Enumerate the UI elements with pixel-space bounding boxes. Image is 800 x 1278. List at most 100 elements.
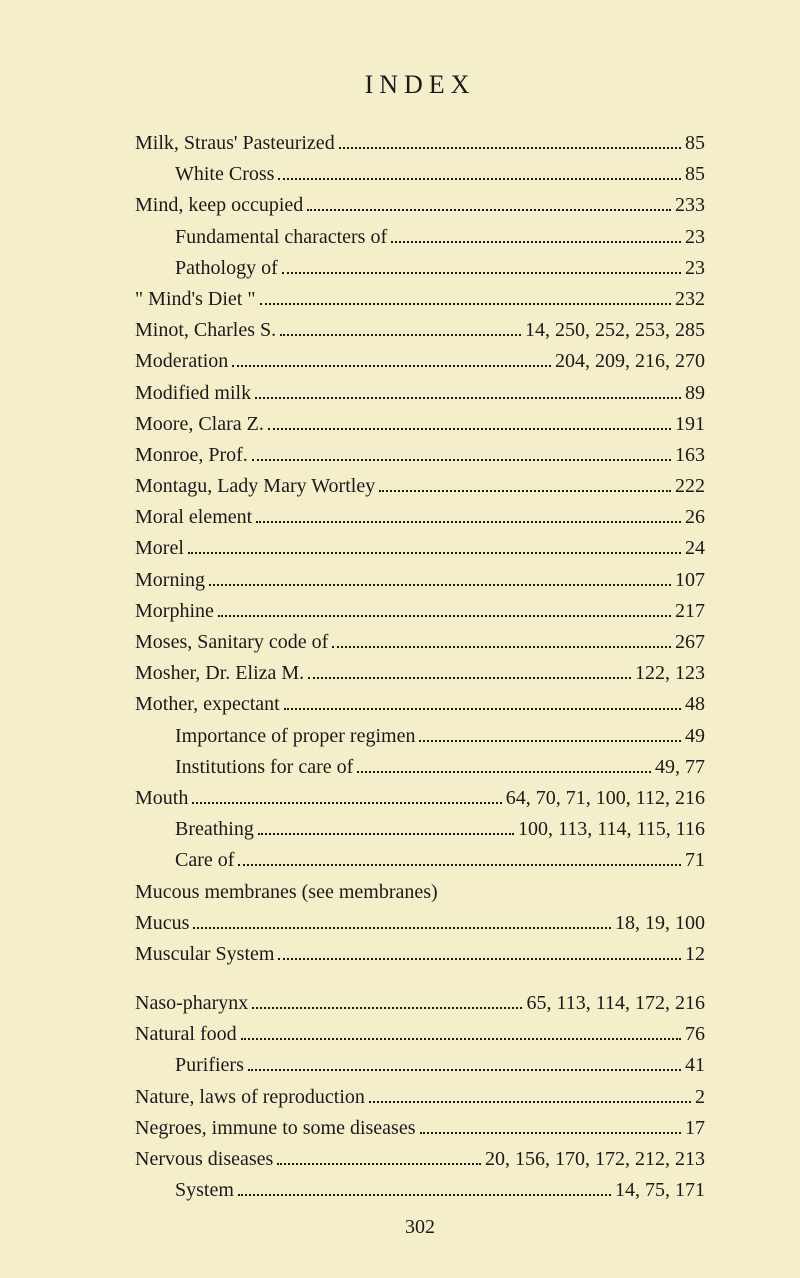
leader-dots bbox=[232, 349, 551, 367]
index-entry: Mouth 64, 70, 71, 100, 112, 216 bbox=[135, 783, 705, 814]
entry-label: Negroes, immune to some diseases bbox=[135, 1113, 416, 1144]
index-title: INDEX bbox=[135, 70, 705, 100]
leader-dots bbox=[278, 942, 681, 960]
entry-pages: 24 bbox=[685, 533, 705, 564]
entry-label: Minot, Charles S. bbox=[135, 315, 276, 346]
leader-dots bbox=[258, 817, 514, 835]
entry-pages: 64, 70, 71, 100, 112, 216 bbox=[506, 783, 705, 814]
leader-dots bbox=[284, 692, 681, 710]
leader-dots bbox=[379, 474, 671, 492]
entry-pages: 49, 77 bbox=[655, 752, 705, 783]
index-entry: Modified milk89 bbox=[135, 378, 705, 409]
entry-pages: 12 bbox=[685, 939, 705, 970]
leader-dots bbox=[193, 911, 611, 929]
entry-pages: 163 bbox=[675, 440, 705, 471]
entry-label: Fundamental characters of bbox=[175, 222, 387, 253]
leader-dots bbox=[369, 1085, 691, 1103]
index-entry: Moses, Sanitary code of267 bbox=[135, 627, 705, 658]
leader-dots bbox=[391, 225, 681, 243]
entry-pages: 191 bbox=[675, 409, 705, 440]
entry-label: Morel bbox=[135, 533, 184, 564]
entry-label: Pathology of bbox=[175, 253, 278, 284]
entry-label: Morning bbox=[135, 565, 205, 596]
index-entry: " Mind's Diet "232 bbox=[135, 284, 705, 315]
leader-dots bbox=[339, 131, 681, 149]
entry-pages: 222 bbox=[675, 471, 705, 502]
entry-label: Mosher, Dr. Eliza M. bbox=[135, 658, 304, 689]
entry-label: Naso-pharynx bbox=[135, 988, 248, 1019]
index-entry: Mosher, Dr. Eliza M. 122, 123 bbox=[135, 658, 705, 689]
entry-pages: 85 bbox=[685, 128, 705, 159]
leader-dots bbox=[278, 162, 681, 180]
entry-pages: 2 bbox=[695, 1082, 705, 1113]
leader-dots bbox=[308, 661, 631, 679]
entry-pages: 48 bbox=[685, 689, 705, 720]
entry-pages: 26 bbox=[685, 502, 705, 533]
index-entries: Milk, Straus' Pasteurized85White Cross85… bbox=[135, 128, 705, 1206]
entry-pages: 14, 75, 171 bbox=[615, 1175, 705, 1206]
entry-label: Importance of proper regimen bbox=[175, 721, 415, 752]
index-entry: Monroe, Prof. 163 bbox=[135, 440, 705, 471]
index-entry: Fundamental characters of 23 bbox=[135, 222, 705, 253]
entry-pages: 14, 250, 252, 253, 285 bbox=[525, 315, 705, 346]
entry-pages: 65, 113, 114, 172, 216 bbox=[526, 988, 705, 1019]
index-entry: Mind, keep occupied233 bbox=[135, 190, 705, 221]
entry-pages: 107 bbox=[675, 565, 705, 596]
index-entry: Importance of proper regimen 49 bbox=[135, 721, 705, 752]
page-number: 302 bbox=[135, 1216, 705, 1239]
entry-pages: 20, 156, 170, 172, 212, 213 bbox=[485, 1144, 705, 1175]
entry-label: White Cross bbox=[175, 159, 274, 190]
leader-dots bbox=[241, 1022, 681, 1040]
leader-dots bbox=[238, 1178, 611, 1196]
entry-pages: 122, 123 bbox=[635, 658, 705, 689]
entry-pages: 233 bbox=[675, 190, 705, 221]
entry-pages: 41 bbox=[685, 1050, 705, 1081]
leader-dots bbox=[248, 1053, 681, 1071]
entry-pages: 89 bbox=[685, 378, 705, 409]
index-entry: Montagu, Lady Mary Wortley 222 bbox=[135, 471, 705, 502]
index-entry: Morel 24 bbox=[135, 533, 705, 564]
entry-label: Nervous diseases bbox=[135, 1144, 273, 1175]
entry-pages: 18, 19, 100 bbox=[615, 908, 705, 939]
index-entry: Care of71 bbox=[135, 845, 705, 876]
index-entry: Naso-pharynx 65, 113, 114, 172, 216 bbox=[135, 988, 705, 1019]
index-entry: White Cross85 bbox=[135, 159, 705, 190]
leader-dots bbox=[252, 991, 522, 1009]
entry-label: Moral element bbox=[135, 502, 252, 533]
leader-dots bbox=[419, 724, 681, 742]
entry-label: Breathing bbox=[175, 814, 254, 845]
index-entry: Purifiers41 bbox=[135, 1050, 705, 1081]
index-entry: Negroes, immune to some diseases17 bbox=[135, 1113, 705, 1144]
entry-pages: 232 bbox=[675, 284, 705, 315]
leader-dots bbox=[307, 193, 671, 211]
leader-dots bbox=[218, 599, 671, 617]
index-entry: Milk, Straus' Pasteurized85 bbox=[135, 128, 705, 159]
entry-label: Montagu, Lady Mary Wortley bbox=[135, 471, 375, 502]
entry-label: Moderation bbox=[135, 346, 228, 377]
leader-dots bbox=[282, 256, 681, 274]
leader-dots bbox=[420, 1116, 682, 1134]
entry-label: Monroe, Prof. bbox=[135, 440, 248, 471]
leader-dots bbox=[188, 536, 681, 554]
index-entry: Moderation204, 209, 216, 270 bbox=[135, 346, 705, 377]
entry-label: Mucous membranes (see membranes) bbox=[135, 877, 438, 908]
index-entry: Morphine217 bbox=[135, 596, 705, 627]
index-entry: Institutions for care of 49, 77 bbox=[135, 752, 705, 783]
leader-dots bbox=[268, 412, 671, 430]
entry-label: Mouth bbox=[135, 783, 188, 814]
index-entry: Breathing100, 113, 114, 115, 116 bbox=[135, 814, 705, 845]
entry-label: Muscular System bbox=[135, 939, 274, 970]
entry-pages: 49 bbox=[685, 721, 705, 752]
index-entry: Moral element 26 bbox=[135, 502, 705, 533]
entry-label: Institutions for care of bbox=[175, 752, 353, 783]
entry-pages: 76 bbox=[685, 1019, 705, 1050]
leader-dots bbox=[280, 318, 521, 336]
entry-pages: 23 bbox=[685, 222, 705, 253]
index-entry: Minot, Charles S. 14, 250, 252, 253, 285 bbox=[135, 315, 705, 346]
leader-dots bbox=[277, 1147, 481, 1165]
leader-dots bbox=[260, 287, 672, 305]
entry-spacer bbox=[135, 970, 705, 988]
index-entry: Nervous diseases 20, 156, 170, 172, 212, … bbox=[135, 1144, 705, 1175]
entry-label: System bbox=[175, 1175, 234, 1206]
leader-dots bbox=[252, 443, 671, 461]
